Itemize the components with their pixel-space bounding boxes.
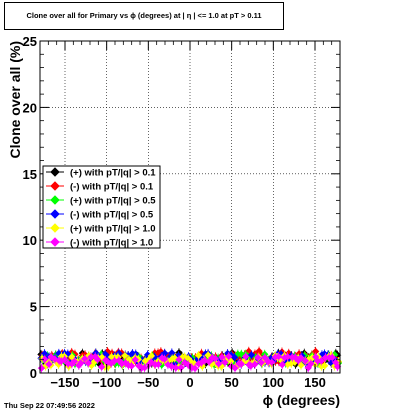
legend-box xyxy=(42,165,161,249)
grid-lines xyxy=(40,40,340,374)
legend-entry: (-) with pT/|q| > 0.1 xyxy=(70,182,154,193)
x-tick-label: 150 xyxy=(304,375,326,390)
legend: (+) with pT/|q| > 0.1 (-) with pT/|q| > 0… xyxy=(42,165,161,249)
chart-title: Clone over all for Primary vs ϕ (degrees… xyxy=(26,11,262,20)
x-axis-label: ϕ (degrees) xyxy=(263,392,340,408)
legend-marker xyxy=(50,223,60,233)
y-tick-label: 10 xyxy=(23,233,37,248)
y-tick-label: 20 xyxy=(23,100,37,115)
x-tick-label: 50 xyxy=(224,375,238,390)
legend-marker xyxy=(50,167,60,177)
y-tick-label: 15 xyxy=(23,167,37,182)
legend-marker xyxy=(50,181,60,191)
y-tick-label: 5 xyxy=(30,300,37,315)
y-tick-label: 0 xyxy=(30,366,37,381)
legend-entry: (-) with pT/|q| > 1.0 xyxy=(70,238,153,249)
legend-entry: (-) with pT/|q| > 0.5 xyxy=(70,210,154,221)
axis-ticks: −150 −100 −50 0 50 100 150 0 5 10 15 20 25 xyxy=(23,34,340,390)
x-tick-label: −100 xyxy=(92,375,121,390)
x-tick-label: −50 xyxy=(137,375,159,390)
legend-entry: (+) with pT/|q| > 0.1 xyxy=(70,168,156,179)
x-tick-label: 0 xyxy=(186,375,193,390)
legend-marker xyxy=(50,237,60,247)
title-box: Clone over all for Primary vs ϕ (degrees… xyxy=(4,2,284,30)
x-tick-label: −150 xyxy=(50,375,79,390)
legend-entry: (+) with pT/|q| > 1.0 xyxy=(70,224,156,235)
x-tick-label: 100 xyxy=(262,375,284,390)
footer-timestamp: Thu Sep 22 07:49:56 2022 xyxy=(4,401,95,410)
legend-marker xyxy=(50,195,60,205)
legend-marker xyxy=(50,209,60,219)
legend-entry: (+) with pT/|q| > 0.5 xyxy=(70,196,156,207)
y-tick-label: 25 xyxy=(23,34,37,49)
y-axis-label: Clone over all (%) xyxy=(7,41,23,158)
